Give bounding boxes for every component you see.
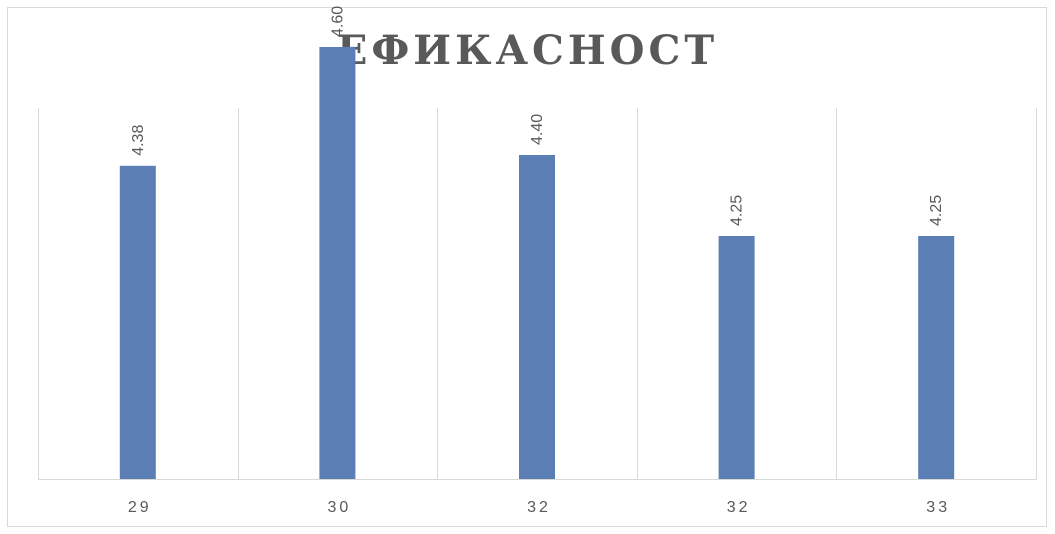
- x-tick-label: 30: [328, 499, 352, 516]
- bar[interactable]: [319, 47, 356, 479]
- x-tick-label: 32: [527, 499, 551, 516]
- data-label: 4.60: [329, 6, 346, 37]
- data-label: 4.40: [529, 114, 546, 145]
- data-label: 4.25: [928, 195, 945, 226]
- bar[interactable]: [918, 236, 955, 479]
- bar[interactable]: [519, 155, 555, 479]
- data-label: 4.38: [130, 125, 147, 156]
- bar[interactable]: [119, 165, 156, 480]
- chart-title: ЕФИКАСНОСТ: [336, 27, 719, 74]
- x-tick-label: 29: [128, 499, 152, 516]
- bar[interactable]: [718, 236, 755, 479]
- x-tick-label: 32: [727, 499, 751, 516]
- data-label: 4.25: [729, 195, 746, 226]
- x-tick-label: 33: [926, 499, 950, 516]
